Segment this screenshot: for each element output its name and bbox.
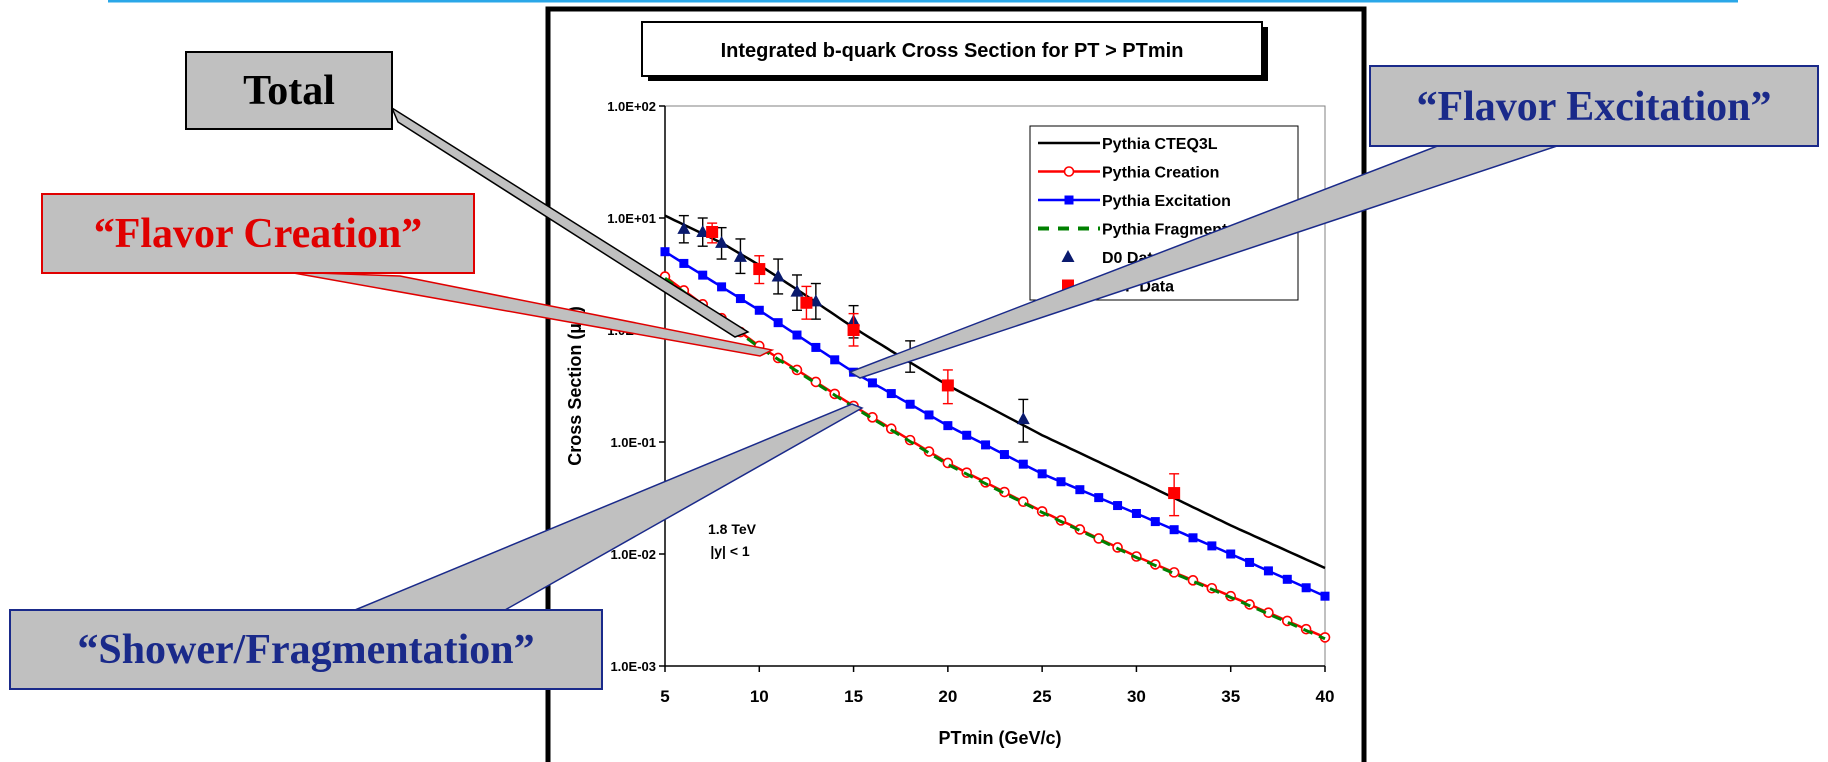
flavor-excitation-callout-text: “Flavor Excitation” bbox=[1416, 84, 1771, 130]
series-line bbox=[664, 276, 1326, 641]
total-callout-pointer bbox=[390, 106, 750, 338]
flavor-creation-callout-text: “Flavor Creation” bbox=[94, 211, 423, 257]
series-cdf-data bbox=[706, 222, 1181, 517]
x-tick-label: 40 bbox=[1316, 687, 1335, 706]
data-point bbox=[753, 263, 766, 276]
legend-label: Pythia CTEQ3L bbox=[1102, 136, 1218, 153]
legend-marker bbox=[1061, 250, 1075, 262]
data-point bbox=[941, 379, 954, 392]
y-tick-label: 1.0E+02 bbox=[607, 99, 656, 114]
series-marker bbox=[660, 247, 670, 257]
shower-fragmentation-callout-text: “Shower/Fragmentation” bbox=[77, 627, 534, 673]
series-marker bbox=[943, 421, 953, 431]
series-marker bbox=[1169, 525, 1179, 535]
y-tick-label: 1.0E+01 bbox=[607, 211, 656, 226]
flavor-excitation-callout bbox=[1369, 65, 1819, 147]
data-point bbox=[847, 324, 860, 336]
x-tick-label: 10 bbox=[750, 687, 769, 706]
series-marker bbox=[867, 378, 877, 388]
x-tick-label: 30 bbox=[1127, 687, 1146, 706]
data-point bbox=[790, 284, 804, 297]
series-marker bbox=[1150, 517, 1160, 527]
series-marker bbox=[754, 305, 764, 315]
series-marker bbox=[1188, 533, 1198, 543]
series-marker bbox=[735, 294, 745, 304]
data-point bbox=[771, 269, 785, 282]
series-marker bbox=[773, 318, 783, 328]
y-tick-label: 1.0E-03 bbox=[610, 659, 656, 674]
series-marker bbox=[811, 342, 821, 352]
series-marker bbox=[1245, 557, 1255, 567]
series-marker bbox=[698, 270, 708, 280]
x-axis: 5 10 15 20 25 30 35 40 bbox=[660, 666, 1334, 706]
title-box bbox=[641, 21, 1263, 77]
data-point bbox=[800, 296, 813, 309]
legend-marker bbox=[1063, 166, 1075, 177]
legend-marker bbox=[1064, 195, 1074, 205]
legend-item: Pythia Excitation bbox=[1038, 193, 1231, 210]
x-tick-label: 20 bbox=[938, 687, 957, 706]
rapidity-annotation: |y| < 1 bbox=[710, 543, 750, 559]
series-marker bbox=[717, 282, 727, 292]
series-marker bbox=[905, 399, 915, 409]
series-pythia-fragmentation bbox=[664, 276, 1326, 641]
data-point bbox=[715, 235, 729, 248]
data-point bbox=[1168, 487, 1181, 500]
data-point bbox=[677, 221, 691, 234]
series-layer bbox=[659, 214, 1331, 643]
data-point bbox=[706, 225, 719, 238]
series-marker bbox=[1301, 583, 1311, 593]
series-marker bbox=[1056, 477, 1066, 487]
series-pythia-cteq3l bbox=[664, 214, 1326, 570]
chart-title: Integrated b-quark Cross Section for PT … bbox=[721, 40, 1184, 62]
x-axis-label: PTmin (GeV/c) bbox=[938, 728, 1061, 748]
series-marker bbox=[1094, 493, 1104, 503]
x-tick-label: 35 bbox=[1221, 687, 1240, 706]
series-marker bbox=[999, 450, 1009, 460]
legend-label: Pythia Excitation bbox=[1102, 193, 1231, 210]
series-marker bbox=[924, 410, 934, 420]
series-marker bbox=[886, 389, 896, 399]
series-marker bbox=[1320, 591, 1330, 601]
y-axis-label: Cross Section (µb) bbox=[565, 306, 585, 465]
series-marker bbox=[1113, 501, 1123, 511]
data-point bbox=[1016, 412, 1030, 425]
series-marker bbox=[679, 258, 689, 268]
series-marker bbox=[1131, 508, 1141, 518]
legend-item: Pythia CTEQ3L bbox=[1038, 136, 1218, 153]
series-marker bbox=[1282, 574, 1292, 584]
x-tick-label: 5 bbox=[660, 687, 669, 706]
y-tick-label: 1.0E-01 bbox=[610, 435, 656, 450]
series-marker bbox=[1226, 549, 1236, 559]
x-tick-label: 25 bbox=[1033, 687, 1052, 706]
series-marker bbox=[981, 440, 991, 450]
legend-label: Pythia Creation bbox=[1102, 165, 1219, 182]
series-marker bbox=[830, 355, 840, 365]
legend-item: Pythia Creation bbox=[1038, 165, 1219, 182]
energy-annotation: 1.8 TeV bbox=[708, 521, 757, 537]
series-marker bbox=[962, 430, 972, 440]
total-callout bbox=[185, 51, 393, 130]
series-marker bbox=[1263, 566, 1273, 576]
data-point bbox=[809, 294, 823, 307]
series-line bbox=[664, 214, 1326, 570]
creation-callout-pointer bbox=[287, 271, 775, 357]
total-callout-text: Total bbox=[243, 68, 335, 114]
series-marker bbox=[792, 330, 802, 340]
series-marker bbox=[1075, 485, 1085, 495]
shower-fragmentation-callout bbox=[9, 609, 603, 690]
data-point bbox=[733, 249, 747, 262]
series-marker bbox=[1018, 459, 1028, 469]
data-point bbox=[696, 224, 710, 237]
series-marker bbox=[1207, 541, 1217, 551]
series-marker bbox=[1037, 469, 1047, 479]
x-tick-label: 15 bbox=[844, 687, 863, 706]
flavor-creation-callout bbox=[41, 193, 475, 274]
y-tick-label: 1.0E-02 bbox=[610, 547, 656, 562]
